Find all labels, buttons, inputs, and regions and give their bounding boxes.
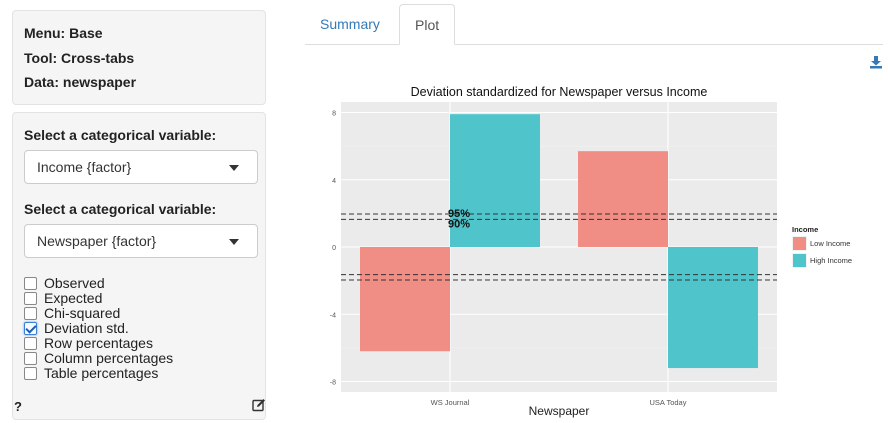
var1-label: Select a categorical variable: [24,127,217,143]
y-tick-label: 8 [332,111,336,118]
checkbox-label: Row percentages [44,335,153,351]
legend-swatch [793,237,806,250]
x-tick-label: USA Today [650,398,687,407]
bar [578,151,668,247]
y-tick-label: -4 [330,312,336,319]
checkbox-label: Observed [44,275,105,291]
var1-select[interactable]: Income {factor} [24,150,258,184]
download-icon[interactable] [869,55,883,69]
info-panel: Menu: Base Tool: Cross-tabs Data: newspa… [12,10,266,105]
menu-line: Menu: Base [24,25,103,41]
checkbox-observed[interactable]: Observed [24,276,265,291]
reference-annotation: 95% [448,208,470,220]
checkbox-label: Deviation std. [44,320,129,336]
chart-title: Deviation standardized for Newspaper ver… [411,85,708,99]
control-panel: Select a categorical variable: Income {f… [12,112,266,420]
chart-body: 8 4 0 -4 -8 WS Journal USA Today 95%90% [330,102,777,407]
reference-annotation: 90% [448,218,470,230]
deviation-chart: Deviation standardized for Newspaper ver… [330,85,852,418]
checkbox-box[interactable] [24,337,37,350]
legend-label: High Income [810,256,852,265]
checkbox-chi-squared[interactable]: Chi-squared [24,306,265,321]
var2-select-value: Newspaper {factor} [37,233,157,249]
checkbox-label: Column percentages [44,350,174,366]
var1-select-value: Income {factor} [37,159,132,175]
checkbox-label: Expected [44,290,103,306]
checkbox-box[interactable] [24,292,37,305]
checkbox-group: Observed Expected Chi-squared Deviation … [24,276,265,381]
legend-label: Low Income [810,239,850,248]
bar [668,247,758,369]
checkbox-box[interactable] [24,352,37,365]
x-axis-label: Newspaper [529,404,590,418]
bar [360,247,450,352]
tab-summary[interactable]: Summary [320,16,380,32]
legend-title: Income [792,225,818,234]
checkbox-box-checked[interactable] [24,322,37,335]
checkbox-box[interactable] [24,277,37,290]
legend-swatch [793,254,806,267]
legend: Income Low Income High Income [792,225,852,268]
tab-bar-divider [305,44,883,45]
checkbox-label: Chi-squared [44,305,121,321]
checkbox-label: Table percentages [44,365,159,381]
data-line: Data: newspaper [24,74,137,90]
y-tick-label: -8 [330,380,336,387]
caret-down-icon [229,239,239,245]
checkbox-row-percentages[interactable]: Row percentages [24,336,265,351]
var2-label: Select a categorical variable: [24,201,217,217]
y-tick-label: 4 [332,178,336,185]
checkbox-deviation-std[interactable]: Deviation std. [24,321,265,336]
bar [450,114,540,248]
edit-icon[interactable] [252,398,266,412]
help-icon[interactable]: ? [14,399,22,414]
checkbox-box[interactable] [24,367,37,380]
tool-line: Tool: Cross-tabs [24,49,135,66]
tab-plot[interactable]: Plot [399,4,456,45]
checkbox-column-percentages[interactable]: Column percentages [24,351,265,366]
y-tick-label: 0 [332,245,336,252]
checkbox-box[interactable] [24,307,37,320]
caret-down-icon [229,165,239,171]
checkbox-table-percentages[interactable]: Table percentages [24,366,265,381]
x-tick-label: WS Journal [431,398,470,407]
checkbox-expected[interactable]: Expected [24,291,265,306]
var2-select[interactable]: Newspaper {factor} [24,224,258,258]
